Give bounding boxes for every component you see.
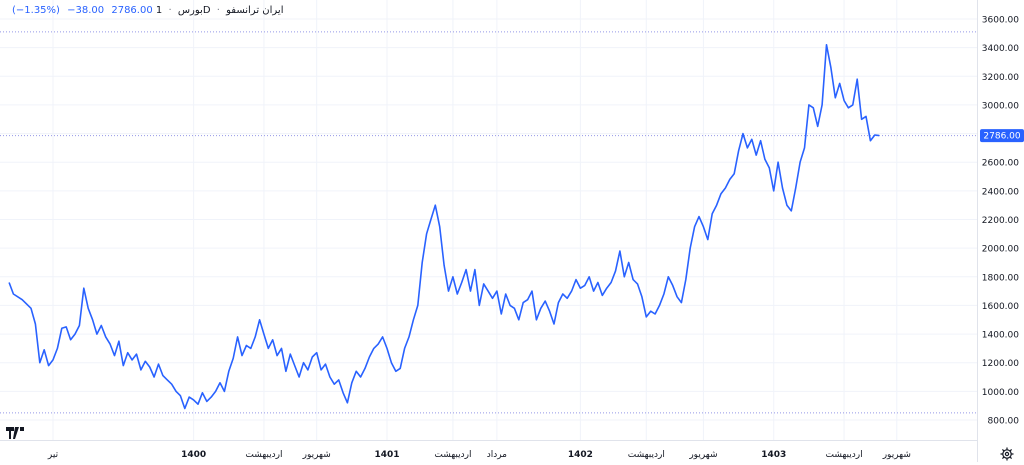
- x-tick-label: شهریور: [882, 450, 911, 460]
- y-tick-label: 3200.00: [982, 73, 1019, 83]
- y-tick-label: 1200.00: [982, 359, 1019, 369]
- last-price-label: 2786.00: [983, 132, 1020, 142]
- x-tick-label: 1402: [568, 450, 593, 460]
- x-tick-label: اردیبهشت: [434, 450, 471, 460]
- gear-icon[interactable]: [1000, 446, 1014, 461]
- x-tick-label: اردیبهشت: [826, 450, 863, 460]
- y-tick-label: 2400.00: [982, 187, 1019, 197]
- x-tick-label: اردیبهشت: [245, 450, 282, 460]
- change-percent: (−1.35%): [12, 5, 60, 16]
- y-tick-label: 1600.00: [982, 302, 1019, 312]
- y-tick-label: 1000.00: [982, 388, 1019, 398]
- x-tick-label: اردیبهشت: [628, 450, 665, 460]
- interval-label[interactable]: 1D: [155, 5, 211, 16]
- price-line: [8, 44, 880, 410]
- y-tick-label: 2200.00: [982, 216, 1019, 226]
- y-tick-label: 800.00: [988, 417, 1020, 427]
- x-tick-label: 1400: [181, 450, 206, 460]
- y-tick-label: 1400.00: [982, 331, 1019, 341]
- x-tick-label: 1401: [374, 450, 399, 460]
- x-tick-label: شهریور: [688, 450, 717, 460]
- y-tick-label: 3600.00: [982, 16, 1019, 26]
- symbol-name[interactable]: ایران ترانسفو: [226, 5, 284, 16]
- tradingview-logo-icon[interactable]: [6, 424, 24, 439]
- y-axis[interactable]: 800.00 1000.00 1200.00 1400.00 1600.00 1800.0…: [982, 16, 1019, 427]
- y-tick-label: 2600.00: [982, 159, 1019, 169]
- x-tick-label: مرداد: [487, 450, 507, 460]
- y-tick-label: 3000.00: [982, 101, 1019, 111]
- x-tick-label: تیر: [47, 450, 59, 460]
- change-value: −38.00: [67, 5, 105, 16]
- x-tick-label: شهریور: [302, 450, 331, 460]
- reference-lines: [0, 31, 977, 414]
- x-tick-label: 1403: [761, 450, 786, 460]
- y-tick-label: 3400.00: [982, 44, 1019, 54]
- grid-lines: [0, 0, 978, 462]
- last-value: 2786.00: [111, 5, 153, 16]
- exchange-name: بورس: [177, 5, 203, 16]
- y-tick-label: 1800.00: [982, 273, 1019, 283]
- symbol-legend[interactable]: (−1.35%) −38.00 2786.00 بورس · 1D · ایرا…: [8, 4, 283, 18]
- y-tick-label: 2000.00: [982, 245, 1019, 255]
- x-axis[interactable]: تیر 1400 اردیبهشت شهریور 1401 اردیبهشت مرداد 14…: [47, 450, 911, 460]
- last-price-tag: 2786.00: [980, 129, 1024, 143]
